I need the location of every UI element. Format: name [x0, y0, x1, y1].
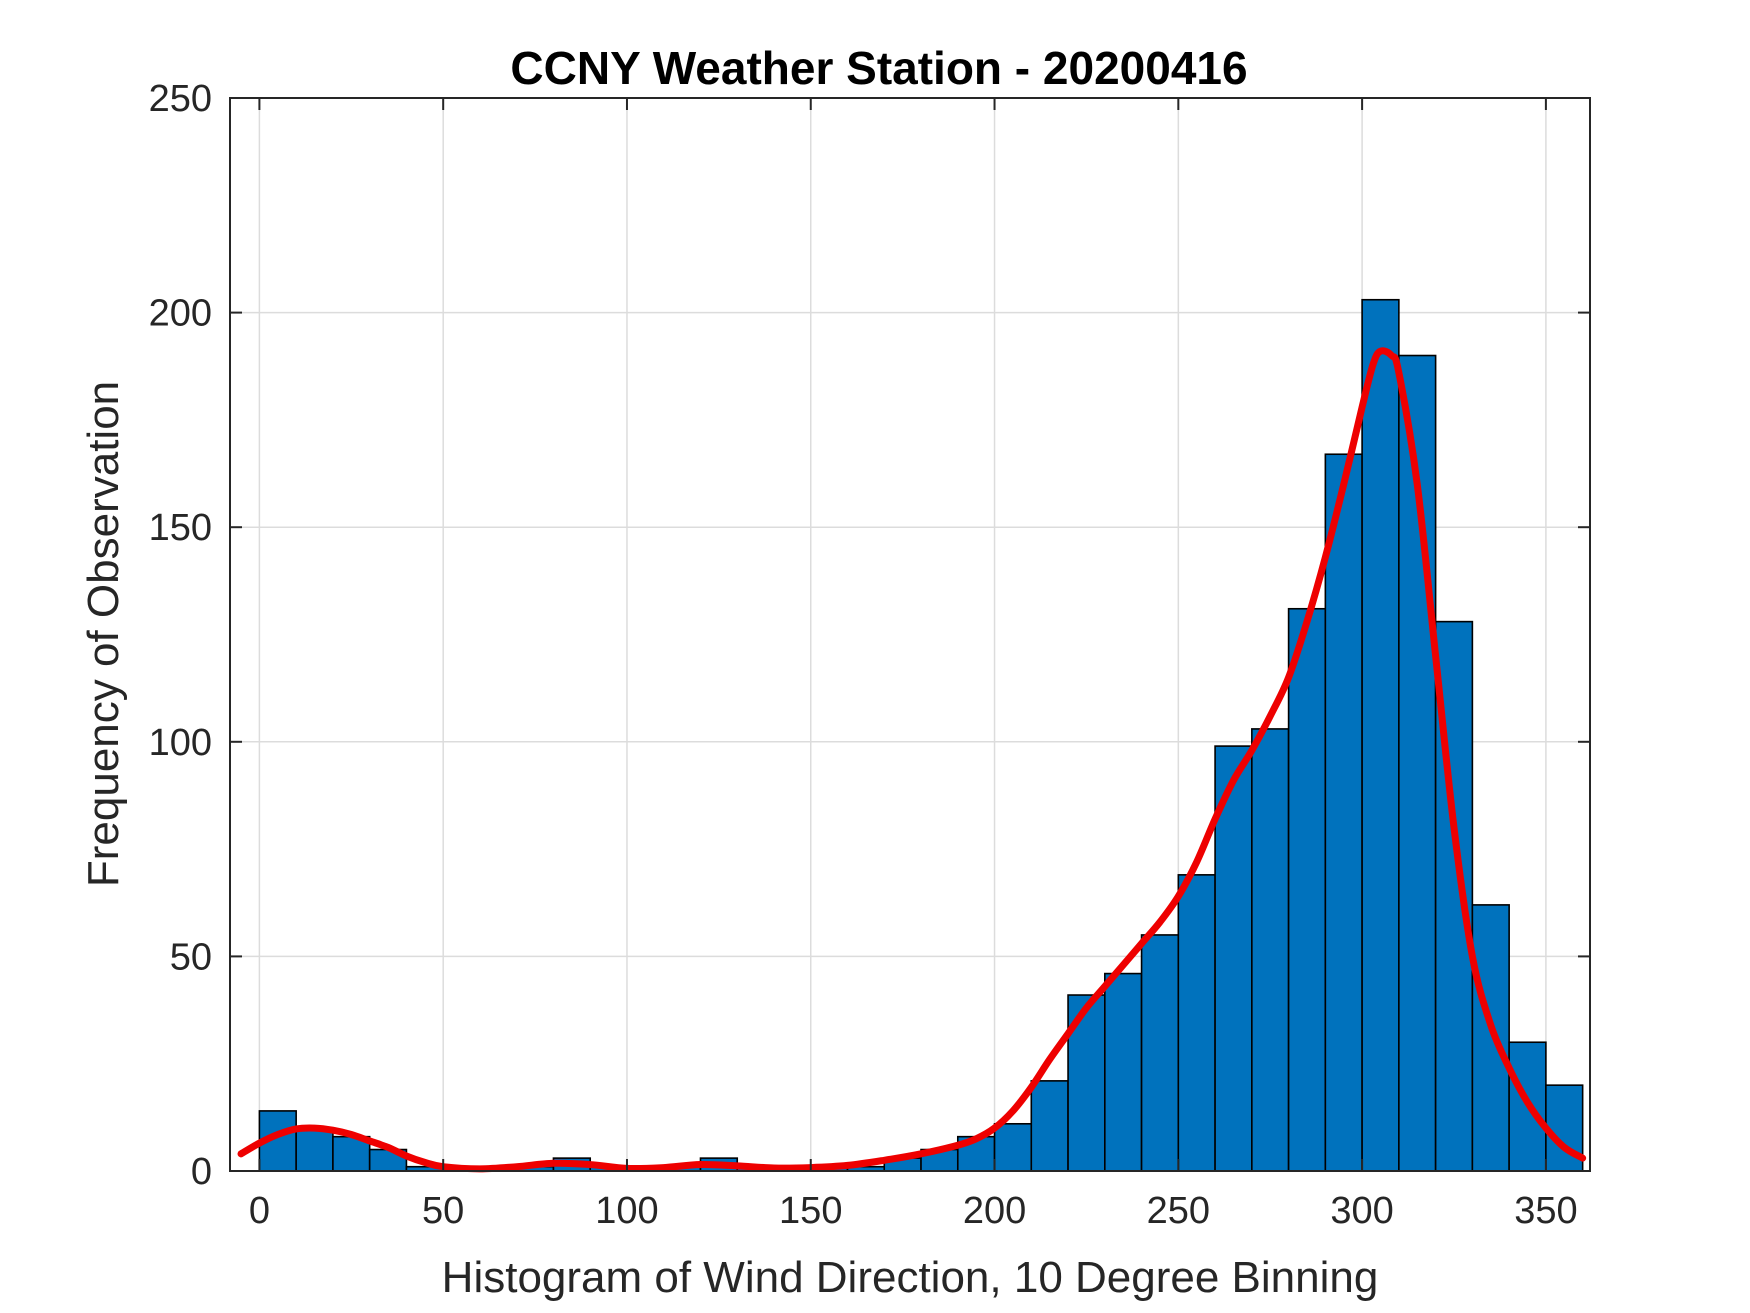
x-tick-label: 0: [249, 1190, 270, 1232]
histogram-bar-270: [1251, 728, 1290, 1172]
histogram-bar-280: [1287, 607, 1327, 1172]
x-tick-labels: 0 50 100 150 200 250 300 350: [249, 1190, 1578, 1232]
y-tick-label: 0: [191, 1151, 212, 1193]
y-tick-label: 200: [149, 293, 212, 335]
x-tick-label: 300: [1330, 1190, 1393, 1232]
histogram-bar-250: [1177, 874, 1216, 1172]
histogram-bar-260: [1214, 745, 1253, 1172]
histogram-bar-230: [1104, 972, 1143, 1172]
x-tick-label: 50: [422, 1190, 464, 1232]
histogram-bar-200: [993, 1122, 1033, 1172]
x-tick-label: 250: [1147, 1190, 1210, 1232]
y-tick-labels: 0 50 100 150 200 250: [149, 78, 212, 1193]
y-tick-label: 50: [170, 936, 212, 978]
x-tick-label: 150: [779, 1190, 842, 1232]
y-tick-label: 150: [149, 507, 212, 549]
x-tick-label: 200: [963, 1190, 1026, 1232]
curve-layer: [237, 347, 1587, 1173]
chart-title: CCNY Weather Station - 20200416: [510, 42, 1247, 94]
histogram-bar-300: [1361, 298, 1400, 1172]
histogram-bar-290: [1324, 453, 1363, 1172]
y-tick-label: 250: [149, 78, 212, 120]
histogram-bar-330: [1471, 904, 1510, 1172]
axes-box: [229, 97, 1591, 1172]
density-fit-curve: [237, 347, 1587, 1173]
axes-layer: [229, 97, 1591, 1172]
y-axis-label: Frequency of Observation: [79, 381, 128, 887]
x-tick-label: 100: [595, 1190, 658, 1232]
histogram-bar-240: [1140, 934, 1180, 1172]
histogram-bar-210: [1030, 1080, 1069, 1172]
x-axis-label: Histogram of Wind Direction, 10 Degree B…: [442, 1253, 1379, 1302]
histogram-bar-10: [295, 1127, 334, 1172]
x-tick-label: 350: [1514, 1190, 1577, 1232]
y-tick-label: 100: [149, 722, 212, 764]
